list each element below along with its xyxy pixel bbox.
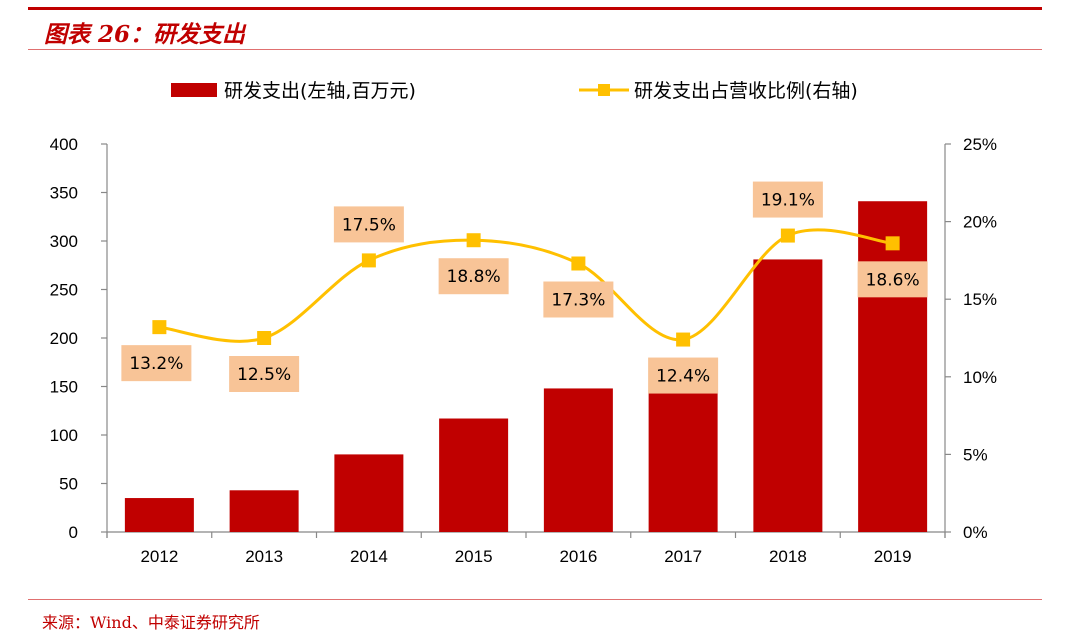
data-label-text: 18.6% [866, 270, 920, 290]
left-axis-tick-label: 50 [59, 475, 78, 494]
bottom-rule [28, 599, 1042, 600]
data-label-box [229, 356, 300, 392]
x-axis-tick-label: 2017 [664, 547, 702, 566]
data-labels: 13.2% 12.5% 17.5% 18.8% 17.3% 12.4% 19.1% 18.6% [121, 181, 928, 394]
bar-2017 [648, 390, 718, 532]
x-axis-tick-label: 2014 [350, 547, 388, 566]
right-axis-tick-label: 10% [963, 368, 997, 387]
legend: 研发支出(左轴,百万元) 研发支出占营收比例(右轴) [171, 80, 858, 102]
x-axis-tick-label: 2019 [874, 547, 912, 566]
data-label-box [438, 258, 509, 295]
ratio-marker-2015 [466, 233, 481, 248]
data-label-text: 12.4% [656, 367, 710, 387]
right-axis-tick-label: 20% [963, 213, 997, 232]
ratio-marker-2013 [257, 331, 272, 345]
right-axis-tick-label: 5% [963, 445, 988, 464]
x-axis-tick-label: 2015 [455, 547, 493, 566]
data-label-2013: 12.5% [229, 356, 300, 392]
legend-line-marker [598, 84, 610, 96]
data-label-2015: 18.8% [438, 258, 509, 295]
axes: 0 50 100 150 200 250 300 350 400 0% 5% 10% 15% 20% 25%… [50, 135, 997, 566]
ratio-marker-2014 [361, 253, 376, 268]
x-axis-tick-label: 2018 [769, 547, 807, 566]
ratio-marker-2019 [885, 236, 900, 251]
bars [124, 201, 928, 533]
x-axis-tick-label: 2016 [559, 547, 597, 566]
source-note: 来源：Wind、中泰证券研究所 [42, 613, 260, 632]
ratio-line-path [159, 228, 893, 343]
left-axis-tick-label: 300 [50, 232, 78, 251]
data-label-box [121, 345, 192, 382]
left-axis-tick-label: 250 [50, 281, 78, 300]
bar-2015 [439, 418, 509, 532]
data-label-text: 13.2% [129, 354, 183, 374]
data-label-box [333, 206, 404, 243]
bar-2012 [124, 498, 194, 532]
left-axis-tick-label: 100 [50, 426, 78, 445]
top-rule [28, 7, 1042, 10]
x-axis-tick-label: 2012 [140, 547, 178, 566]
ratio-line [152, 228, 900, 347]
left-axis-tick-label: 400 [50, 135, 78, 154]
data-label-box [857, 261, 928, 298]
data-label-2019: 18.6% [857, 261, 928, 298]
data-label-box [752, 181, 823, 218]
data-label-text: 18.8% [447, 267, 501, 287]
data-label-text: 17.3% [551, 291, 605, 311]
bar-2018 [753, 259, 823, 532]
ratio-marker-2016 [571, 256, 586, 271]
data-label-box [648, 357, 719, 394]
left-axis-tick-label: 350 [50, 184, 78, 203]
bar-2013 [229, 490, 299, 532]
bar-2016 [543, 388, 613, 532]
bar-2019 [858, 201, 928, 533]
data-label-box [543, 281, 614, 318]
data-label-text: 19.1% [761, 191, 815, 211]
right-axis-tick-label: 15% [963, 290, 997, 309]
data-label-text: 17.5% [342, 215, 396, 235]
bar-2014 [334, 454, 404, 532]
data-label-2017: 12.4% [648, 357, 719, 394]
data-label-2012: 13.2% [121, 345, 192, 382]
x-axis-tick-label: 2013 [245, 547, 283, 566]
chart-title: 图表 26：研发支出 [44, 21, 246, 48]
left-axis-tick-label: 200 [50, 329, 78, 348]
data-label-2014: 17.5% [333, 206, 404, 243]
legend-line-label: 研发支出占营收比例(右轴) [634, 80, 858, 102]
right-axis-tick-label: 0% [963, 523, 988, 542]
left-axis-tick-label: 0 [69, 523, 78, 542]
data-label-text: 12.5% [237, 365, 291, 385]
left-axis-tick-label: 150 [50, 378, 78, 397]
legend-bar-swatch [171, 83, 217, 97]
legend-bar-label: 研发支出(左轴,百万元) [224, 80, 416, 102]
ratio-marker-2018 [780, 228, 795, 243]
title-rule [28, 49, 1042, 50]
data-label-2016: 17.3% [543, 281, 614, 318]
right-axis-tick-label: 25% [963, 135, 997, 154]
data-label-2018: 19.1% [752, 181, 823, 218]
ratio-marker-2017 [676, 332, 691, 347]
ratio-marker-2012 [152, 320, 167, 335]
